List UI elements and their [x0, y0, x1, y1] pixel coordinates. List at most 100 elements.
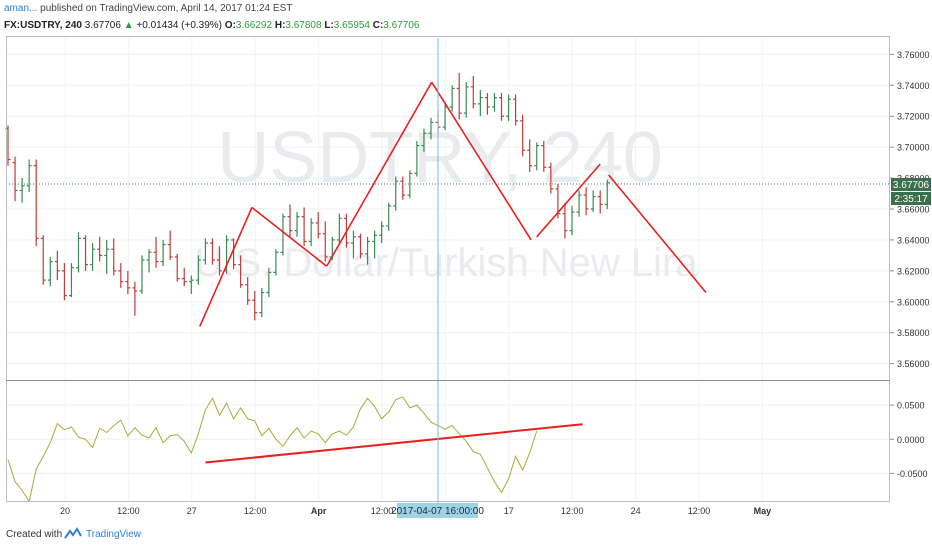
last-price-tag: 3.67706 2:35:17: [891, 178, 931, 205]
trend-line-drawing[interactable]: [536, 163, 601, 238]
author-link[interactable]: aman...: [4, 3, 38, 14]
ohlc-bar: [336, 213, 342, 245]
price-tick-label: 3.66000: [897, 205, 930, 215]
ohlc-bar: [238, 255, 244, 288]
trend-line-drawing[interactable]: [325, 81, 433, 267]
ohlc-bar: [456, 72, 462, 120]
ohlc-bar: [527, 139, 533, 172]
ohlc-bar: [280, 213, 286, 256]
countdown-label: 2:35:17: [894, 194, 928, 205]
ohlc-bar: [125, 270, 131, 295]
ohlc-bar: [209, 238, 215, 265]
time-tick-label: Apr: [311, 506, 327, 516]
ohlc-bar: [548, 162, 554, 194]
ohlc-bar: [491, 93, 497, 112]
ohlc-bar: [26, 159, 32, 192]
trend-line-drawing[interactable]: [431, 81, 532, 241]
ohlc-bar: [301, 207, 307, 247]
ohlc-bar: [590, 190, 596, 213]
ohlc-bar: [294, 212, 300, 237]
last-price: 3.67706: [84, 20, 121, 31]
ohlc-bar: [449, 85, 455, 112]
open-value: 3.66292: [235, 20, 273, 31]
ohlc-bar: [386, 202, 392, 231]
ohlc-bar: [181, 267, 187, 287]
ohlc-bar: [358, 233, 363, 259]
publish-line: aman... published on TradingView.com, Ap…: [4, 3, 292, 14]
price-bars: [5, 72, 610, 321]
created-with-text: Created with: [6, 529, 63, 540]
ohlc-bar: [428, 117, 434, 140]
price-tick-label: 3.58000: [897, 328, 930, 338]
trend-line-drawing[interactable]: [199, 207, 253, 327]
ohlc-bar: [132, 281, 138, 316]
ohlc-bar: [350, 230, 356, 259]
ohlc-bar: [308, 218, 314, 247]
open-label: O:: [224, 20, 236, 31]
ohlc-bar: [252, 290, 258, 321]
symbol-label[interactable]: FX:USDTRY, 240: [4, 20, 82, 31]
ohlc-bar: [499, 93, 504, 121]
price-tick-label: 3.74000: [897, 81, 930, 91]
ohlc-bar: [146, 249, 152, 273]
oscillator-trend-line[interactable]: [205, 423, 583, 464]
time-tick-label: 12:00: [561, 506, 584, 516]
last-price-label: 3.67706: [893, 180, 930, 191]
chart-header: aman... published on TradingView.com, Ap…: [0, 0, 932, 36]
crosshair-time-label: 2017-04-07 16:00:00: [391, 506, 484, 517]
watermark-symbol: USDTRY, 240: [217, 118, 663, 198]
ohlc-bar: [407, 170, 413, 199]
time-tick-label: 12:00: [371, 506, 394, 516]
ohlc-bar: [400, 176, 406, 200]
time-tick-label: 12:00: [117, 506, 140, 516]
trend-line-drawing[interactable]: [608, 174, 707, 294]
symbol-legend: FX:USDTRY, 240 3.67706 ▲ +0.01434 (+0.39…: [4, 20, 419, 31]
ohlc-bar: [153, 236, 159, 268]
ohlc-bar: [266, 267, 272, 298]
ohlc-bar: [414, 140, 420, 177]
ohlc-bar: [477, 89, 483, 117]
price-tick-label: 3.70000: [897, 143, 930, 153]
ohlc-bar: [104, 239, 110, 274]
oscillator-pane: [7, 396, 583, 503]
ohlc-bar: [231, 238, 237, 270]
price-change: +0.01434 (+0.39%): [136, 20, 223, 31]
ohlc-bar: [47, 256, 53, 287]
ohlc-bar: [139, 255, 145, 295]
ohlc-bar: [421, 128, 427, 152]
price-tick-label: 3.62000: [897, 266, 930, 276]
ohlc-bar: [97, 236, 103, 262]
oscillator-line: [7, 396, 538, 503]
price-tick-label: 3.72000: [897, 112, 930, 122]
high-value: 3.67808: [285, 20, 322, 31]
watermark-name: U.S. Dollar/Turkish New Lira: [194, 241, 698, 285]
ohlc-bar: [315, 212, 321, 239]
time-tick-label: 24: [631, 506, 641, 516]
ohlc-bar: [118, 263, 124, 288]
close-label: C:: [372, 20, 384, 31]
chart-area[interactable]: USDTRY, 240 U.S. Dollar/Turkish New Lira…: [0, 36, 932, 522]
ohlc-bar: [76, 232, 81, 273]
ohlc-bar: [33, 159, 39, 247]
time-tick-label: 12:00: [244, 506, 267, 516]
ohlc-bar: [68, 263, 74, 298]
tradingview-logo-icon: [64, 527, 82, 539]
ohlc-bar: [160, 239, 166, 267]
time-tick-label: 27: [187, 506, 197, 516]
ohlc-bar: [12, 156, 18, 202]
ohlc-bar: [569, 205, 575, 236]
ohlc-bar: [61, 263, 67, 301]
time-tick-label: 17: [504, 506, 514, 516]
ohlc-bar: [534, 142, 540, 171]
osc-tick-label: 0.0000: [897, 435, 925, 445]
ohlc-bar: [245, 277, 251, 305]
ohlc-bar: [541, 140, 547, 172]
time-tick-label: May: [754, 506, 772, 516]
ohlc-bar: [393, 176, 399, 211]
trend-line-drawing[interactable]: [251, 206, 328, 267]
osc-tick-label: -0.0500: [897, 469, 928, 479]
tradingview-brand-link[interactable]: TradingView: [86, 529, 142, 540]
ohlc-bar: [379, 221, 385, 244]
ohlc-bar: [83, 235, 89, 271]
low-label: L:: [324, 20, 334, 31]
